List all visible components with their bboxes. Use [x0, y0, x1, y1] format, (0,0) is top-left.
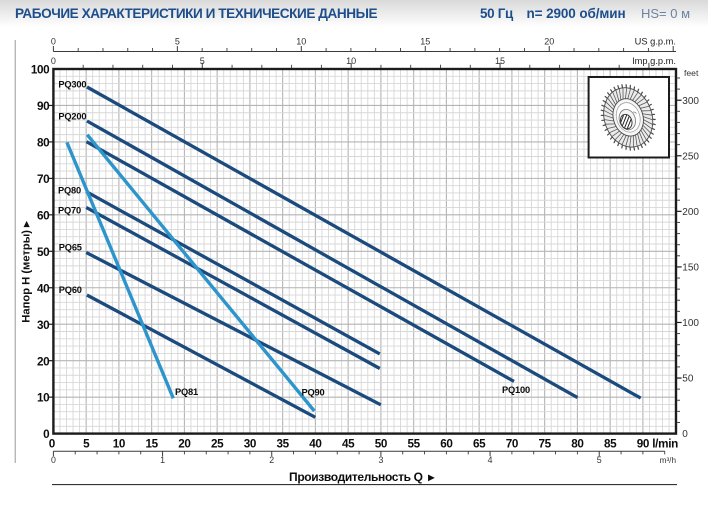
svg-text:PQ100: PQ100 [502, 385, 530, 395]
svg-text:PQ70: PQ70 [58, 206, 81, 216]
svg-text:5: 5 [200, 56, 205, 66]
svg-text:25: 25 [211, 437, 224, 450]
svg-text:80: 80 [571, 437, 584, 450]
svg-text:n= 2900 об/мин: n= 2900 об/мин [527, 6, 626, 21]
svg-text:250: 250 [682, 151, 699, 162]
svg-text:150: 150 [682, 263, 699, 274]
svg-text:5: 5 [597, 455, 602, 465]
svg-text:US g.p.m.: US g.p.m. [635, 37, 676, 47]
svg-text:10: 10 [296, 37, 306, 47]
svg-text:20: 20 [37, 355, 50, 368]
svg-text:50 Гц: 50 Гц [480, 6, 514, 21]
svg-text:200: 200 [682, 207, 699, 218]
svg-text:40: 40 [37, 282, 50, 295]
svg-text:0: 0 [49, 437, 56, 450]
svg-text:100: 100 [682, 318, 699, 329]
svg-text:70: 70 [506, 437, 519, 450]
svg-text:l/min: l/min [652, 437, 678, 450]
svg-text:HS= 0 м: HS= 0 м [641, 6, 690, 21]
svg-text:20: 20 [178, 437, 191, 450]
svg-text:15: 15 [145, 437, 158, 450]
svg-text:65: 65 [473, 437, 486, 450]
svg-text:35: 35 [276, 437, 289, 450]
svg-text:PQ90: PQ90 [302, 387, 325, 397]
svg-text:10: 10 [37, 392, 50, 405]
svg-text:40: 40 [309, 437, 322, 450]
svg-text:20: 20 [544, 37, 554, 47]
svg-text:4: 4 [488, 455, 493, 465]
svg-text:45: 45 [342, 437, 355, 450]
svg-text:50: 50 [375, 437, 388, 450]
svg-text:10: 10 [113, 437, 126, 450]
svg-text:PQ80: PQ80 [58, 185, 81, 195]
svg-text:5: 5 [83, 437, 90, 450]
svg-text:PQ65: PQ65 [59, 242, 82, 252]
svg-text:300: 300 [682, 96, 699, 107]
svg-text:0: 0 [682, 429, 688, 440]
svg-text:Imp g.p.m.: Imp g.p.m. [632, 56, 676, 66]
svg-text:3: 3 [378, 455, 383, 465]
svg-text:PQ81: PQ81 [175, 387, 198, 397]
svg-text:5: 5 [175, 37, 180, 47]
svg-text:30: 30 [37, 319, 50, 332]
svg-text:85: 85 [604, 437, 617, 450]
svg-text:2: 2 [269, 455, 274, 465]
svg-text:50: 50 [37, 246, 50, 259]
svg-text:60: 60 [37, 209, 50, 222]
svg-text:60: 60 [440, 437, 453, 450]
svg-text:90: 90 [637, 437, 650, 450]
svg-text:1: 1 [160, 455, 165, 465]
svg-text:PQ200: PQ200 [58, 112, 86, 122]
svg-text:70: 70 [37, 173, 50, 186]
svg-text:Производительность Q ▸: Производительность Q ▸ [289, 470, 435, 484]
svg-text:Напор H (метры) ▸: Напор H (метры) ▸ [21, 221, 33, 323]
svg-text:10: 10 [346, 56, 356, 66]
svg-text:75: 75 [538, 437, 551, 450]
svg-text:90: 90 [37, 100, 50, 113]
svg-text:0: 0 [51, 37, 56, 47]
svg-text:0: 0 [51, 455, 56, 465]
svg-text:100: 100 [31, 64, 50, 77]
svg-text:55: 55 [407, 437, 420, 450]
svg-text:m³/h: m³/h [660, 456, 677, 465]
svg-text:0: 0 [51, 56, 56, 66]
svg-text:50: 50 [682, 374, 694, 385]
svg-text:15: 15 [420, 37, 430, 47]
svg-text:15: 15 [495, 56, 505, 66]
svg-text:РАБОЧИЕ ХАРАКТЕРИСТИКИ И ТЕХНИ: РАБОЧИЕ ХАРАКТЕРИСТИКИ И ТЕХНИЧЕСКИЕ ДАН… [15, 6, 377, 21]
svg-text:0: 0 [43, 428, 50, 441]
svg-text:80: 80 [37, 137, 50, 150]
svg-text:PQ300: PQ300 [58, 80, 86, 90]
svg-text:PQ60: PQ60 [59, 285, 82, 295]
svg-text:30: 30 [244, 437, 257, 450]
svg-text:feet: feet [684, 68, 699, 78]
